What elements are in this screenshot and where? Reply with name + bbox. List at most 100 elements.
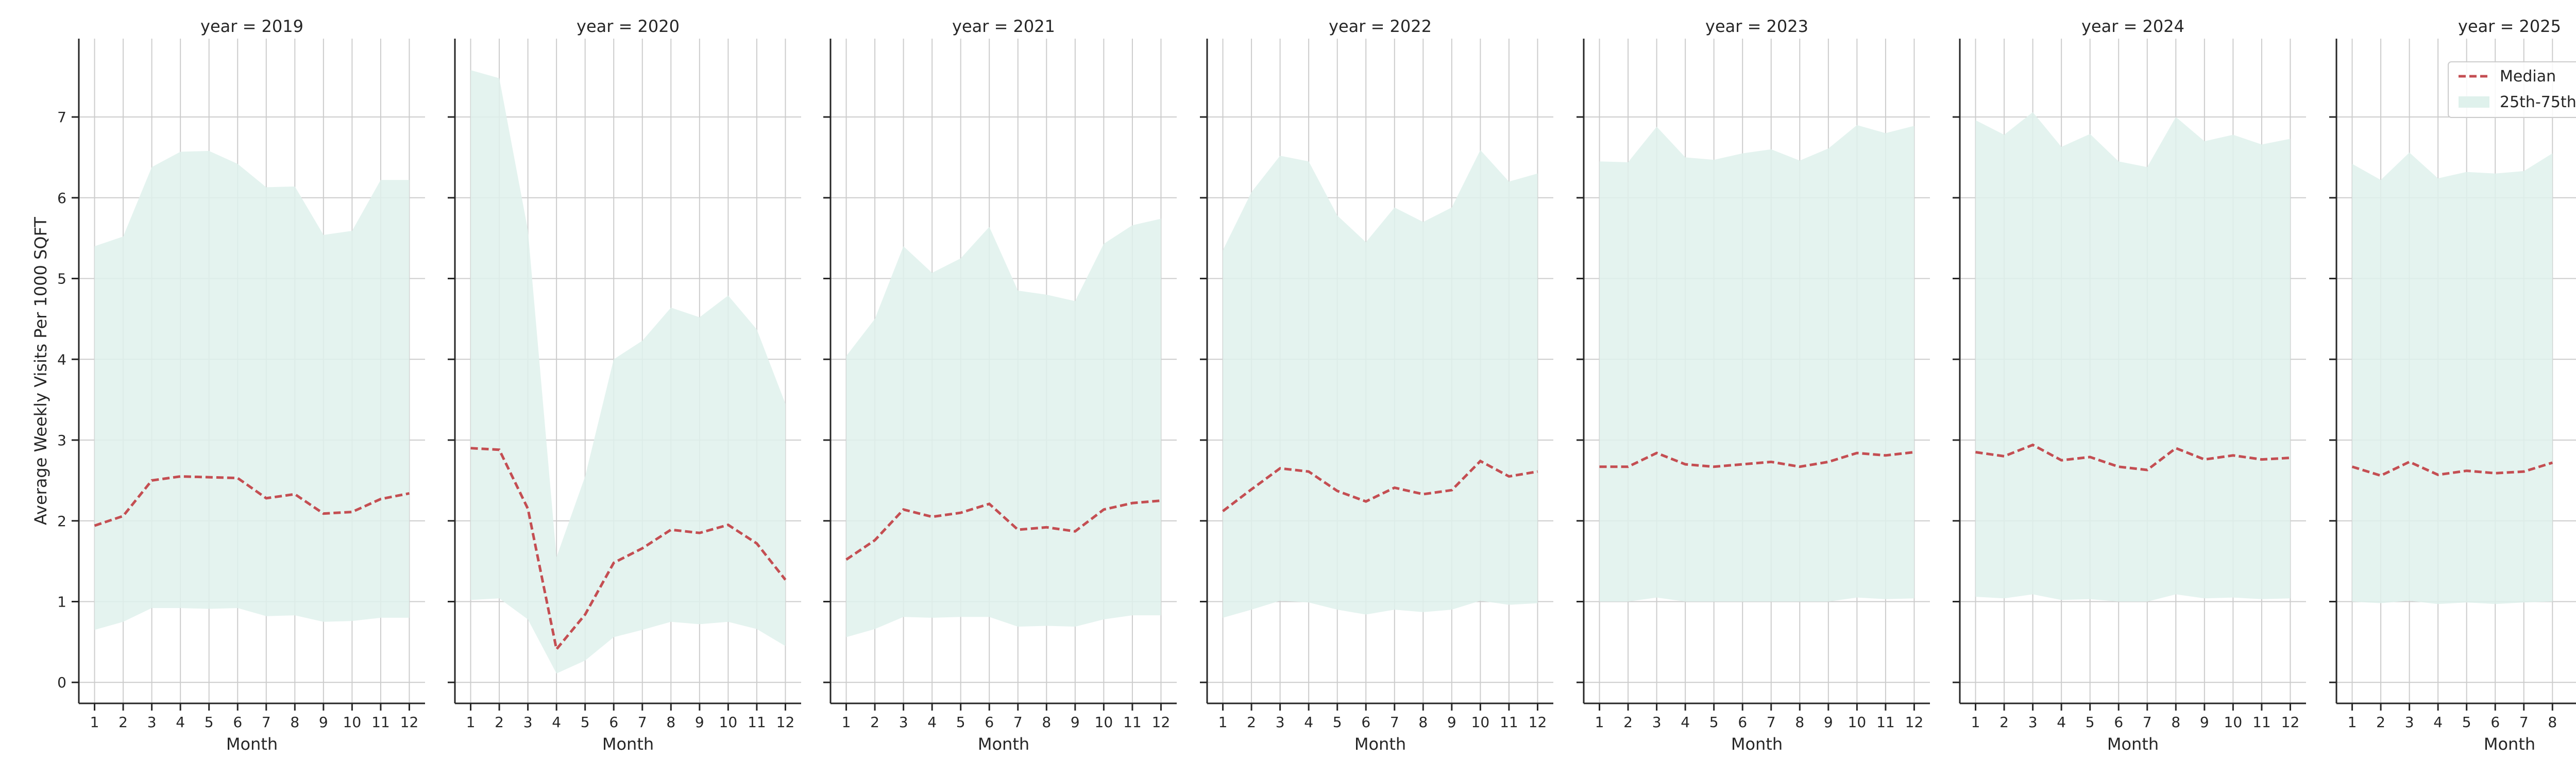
x-tick-label: 11 (1500, 714, 1518, 731)
y-tick-label: 0 (57, 674, 66, 691)
x-tick-label: 1 (2348, 714, 2357, 731)
x-tick-label: 1 (90, 714, 99, 731)
x-tick-label: 1 (842, 714, 851, 731)
x-axis-label: Month (226, 734, 278, 754)
x-tick-label: 3 (899, 714, 908, 731)
legend: Median 25th-75th Percentile (2448, 61, 2576, 118)
x-tick-label: 7 (2519, 714, 2529, 731)
x-axis-label: Month (978, 734, 1029, 754)
y-axis-label: Average Weekly Visits Per 1000 SQFT (31, 217, 50, 525)
panel-title: year = 2023 (1705, 16, 1808, 36)
x-tick-label: 1 (1595, 714, 1604, 731)
x-tick-label: 2 (495, 714, 504, 731)
x-tick-label: 4 (2057, 714, 2066, 731)
x-tick-label: 2 (1999, 714, 2009, 731)
x-axis-label: Month (1731, 734, 1783, 754)
x-tick-label: 10 (343, 714, 362, 731)
x-tick-label: 12 (400, 714, 419, 731)
x-tick-label: 12 (1529, 714, 1547, 731)
x-tick-label: 8 (2548, 714, 2557, 731)
x-tick-label: 4 (927, 714, 937, 731)
x-tick-label: 12 (1152, 714, 1171, 731)
panel-title: year = 2021 (952, 16, 1055, 36)
x-tick-label: 6 (1738, 714, 1747, 731)
x-tick-label: 7 (1767, 714, 1776, 731)
x-tick-label: 12 (1905, 714, 1924, 731)
x-tick-label: 3 (2405, 714, 2414, 731)
median-line (845, 499, 1161, 561)
percentile-band (1599, 125, 1914, 602)
median-line (1975, 443, 2291, 471)
x-tick-label: 10 (1095, 714, 1113, 731)
x-tick-label: 5 (1709, 714, 1719, 731)
x-tick-label: 1 (1218, 714, 1228, 731)
x-tick-label: 6 (985, 714, 994, 731)
x-tick-label: 5 (205, 714, 214, 731)
x-tick-label: 7 (1013, 714, 1023, 731)
x-tick-label: 6 (609, 714, 618, 731)
x-axis-label: Month (2484, 734, 2535, 754)
y-tick-label: 3 (57, 432, 66, 449)
x-tick-label: 2 (1623, 714, 1633, 731)
legend-band-label: 25th-75th Percentile (2500, 93, 2576, 111)
percentile-band (846, 218, 1161, 637)
x-tick-label: 5 (581, 714, 590, 731)
panel-title: year = 2024 (2081, 16, 2184, 36)
x-tick-label: 4 (552, 714, 561, 731)
percentile-band (470, 70, 786, 674)
x-tick-label: 8 (1795, 714, 1804, 731)
x-tick-label: 10 (719, 714, 738, 731)
x-tick-label: 3 (1652, 714, 1662, 731)
percentile-band (1975, 112, 2291, 602)
x-axis-label: Month (602, 734, 654, 754)
x-tick-label: 5 (956, 714, 965, 731)
x-tick-label: 7 (1390, 714, 1399, 731)
percentile-band (1223, 150, 1538, 618)
x-tick-label: 6 (2114, 714, 2123, 731)
y-tick-label: 6 (57, 190, 66, 207)
x-tick-label: 9 (1824, 714, 1833, 731)
x-tick-label: 6 (233, 714, 242, 731)
x-tick-label: 1 (466, 714, 476, 731)
x-tick-label: 2 (870, 714, 879, 731)
median-line (1222, 459, 1538, 512)
panel-title: year = 2022 (1329, 16, 1432, 36)
x-axis-label: Month (2107, 734, 2159, 754)
x-tick-label: 2 (118, 714, 128, 731)
x-tick-label: 3 (523, 714, 533, 731)
x-tick-label: 9 (2200, 714, 2209, 731)
x-tick-label: 10 (1848, 714, 1867, 731)
x-tick-label: 4 (2433, 714, 2443, 731)
x-tick-label: 4 (1681, 714, 1690, 731)
y-tick-label: 2 (57, 513, 66, 530)
x-tick-label: 7 (262, 714, 271, 731)
x-axis-label: Month (1354, 734, 1406, 754)
panel-title: year = 2019 (200, 16, 303, 36)
x-tick-label: 11 (748, 714, 766, 731)
percentile-band (94, 150, 410, 630)
x-tick-label: 8 (2171, 714, 2180, 731)
x-tick-label: 2 (2376, 714, 2385, 731)
x-tick-label: 9 (1071, 714, 1080, 731)
x-tick-label: 7 (2143, 714, 2152, 731)
x-tick-label: 12 (2281, 714, 2300, 731)
x-tick-label: 10 (2224, 714, 2243, 731)
x-tick-label: 8 (290, 714, 299, 731)
panel-title: year = 2020 (577, 16, 680, 36)
x-tick-label: 9 (695, 714, 704, 731)
x-tick-label: 12 (776, 714, 795, 731)
x-tick-label: 7 (638, 714, 647, 731)
x-tick-label: 5 (2086, 714, 2095, 731)
x-tick-label: 9 (319, 714, 328, 731)
legend-band-swatch (2459, 96, 2489, 108)
x-tick-label: 8 (1418, 714, 1428, 731)
x-tick-label: 3 (2028, 714, 2038, 731)
